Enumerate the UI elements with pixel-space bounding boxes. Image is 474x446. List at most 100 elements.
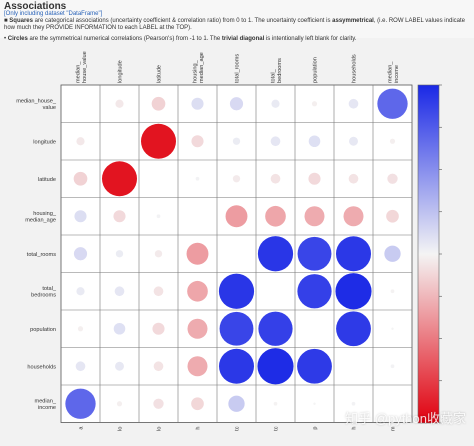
column-label-text: households [352, 54, 358, 83]
column-label-text: bedrooms [277, 58, 283, 83]
correlation-circle-households-housing_median_age [187, 356, 208, 377]
correlation-circle-total_bedrooms-housing_median_age [187, 280, 208, 302]
correlation-circle-latitude-households [348, 173, 359, 184]
column-label-text: median_age [199, 52, 205, 83]
squares-legend-text: ■ Squares are categorical associations (… [4, 18, 472, 32]
circles-description: are the symmetrical numerical correlatio… [27, 36, 222, 42]
report-header: Associations [Only including dataset "Da… [0, 0, 474, 42]
bottom-tick-label-median_income: m [391, 426, 397, 431]
row-label-total_bedrooms: total_bedrooms [31, 286, 57, 299]
circles-description-end: is intentionally left blank for clarity. [264, 36, 357, 42]
correlation-circle-total_bedrooms-total_rooms [218, 273, 255, 309]
diagonal-keyword: trivial diagonal [221, 36, 265, 42]
column-label-text: income [394, 65, 400, 83]
row-label-population: population [30, 327, 56, 333]
correlation-circle-longitude-total_rooms [232, 137, 241, 145]
bottom-tick-label-latitude: lo [157, 427, 163, 431]
correlation-circle-total_rooms-longitude [115, 250, 124, 258]
row-label-text: latitude [38, 177, 56, 183]
correlation-circle-longitude-housing_median_age [191, 135, 204, 148]
association-chart: median_ house_value longitude latitude housi… [0, 46, 474, 446]
correlation-circle-households-total_bedrooms [257, 348, 294, 385]
squares-keyword: Squares [9, 18, 33, 24]
column-label-text: housing_ [192, 59, 198, 83]
row-label-text: income [38, 405, 56, 411]
correlation-circle-households-latitude [153, 361, 164, 372]
axis-labels: median_ house_value longitude latitude housi… [16, 51, 400, 431]
correlation-circle-median_house_value-households [348, 98, 359, 109]
row-label-text: total_rooms [27, 252, 56, 258]
column-label-text: total_ [270, 68, 276, 83]
correlation-circle-total_rooms-median_income [384, 245, 401, 262]
bottom-tick-label-total_bedrooms: tc [274, 426, 280, 431]
row-label-households: households [27, 364, 56, 370]
correlation-circle-total_rooms-households [335, 236, 372, 272]
matrix-cells [65, 88, 408, 419]
correlation-circle-households-total_rooms [218, 348, 255, 384]
correlation-circle-latitude-total_bedrooms [270, 173, 281, 184]
bottom-tick-label-total_rooms: tc [235, 426, 241, 431]
correlation-circle-population-latitude [152, 322, 165, 335]
column-label-text: median_ [75, 61, 81, 83]
correlation-circle-latitude-housing_median_age [195, 176, 200, 181]
correlation-circle-households-median_house_value [75, 361, 86, 372]
bottom-tick-label-longitude: lo [118, 427, 124, 431]
page-title: Associations [4, 1, 67, 12]
dataset-subtitle: [Only including dataset "DataFrame"] [4, 11, 103, 17]
correlation-circle-latitude-median_house_value [73, 171, 88, 186]
column-label-housing_median_age: housing_ median_age [192, 52, 205, 83]
correlation-circle-median_house_value-population [311, 101, 318, 107]
correlation-circle-total_bedrooms-median_income [390, 289, 395, 294]
correlation-circle-latitude-population [308, 172, 321, 185]
row-label-housing_median_age: housing_median_age [25, 211, 57, 224]
correlation-circle-population-longitude [113, 322, 126, 335]
correlation-circle-latitude-longitude [101, 161, 138, 197]
correlation-circle-median_house_value-total_bedrooms [271, 99, 280, 108]
row-label-text: median_house_ [16, 99, 57, 105]
correlation-circle-median_income-households [351, 401, 356, 406]
correlation-circle-population-households [336, 311, 371, 347]
row-label-text: population [30, 327, 56, 333]
correlation-circle-longitude-latitude [140, 123, 177, 159]
correlation-circle-total_rooms-housing_median_age [186, 242, 209, 265]
squares-description-end: , (i.e. ROW LABEL values indicate how mu… [4, 18, 465, 31]
correlation-circle-total_bedrooms-longitude [114, 286, 125, 297]
correlation-circle-longitude-total_bedrooms [270, 136, 281, 147]
circles-keyword: Circles [7, 36, 28, 42]
column-label-longitude: longitude [118, 60, 124, 83]
correlation-circle-households-longitude [115, 361, 124, 371]
correlation-circle-median_house_value-housing_median_age [191, 97, 204, 110]
bottom-tick-label-housing_median_age: h [196, 427, 202, 430]
bottom-tick-label-population: p [313, 427, 319, 430]
circles-legend-text: • Circles are the symmetrical numerical … [4, 36, 472, 43]
correlation-circle-housing_median_age-total_rooms [225, 205, 248, 228]
correlation-circle-population-housing_median_age [187, 318, 208, 339]
correlation-circle-housing_median_age-households [343, 206, 364, 227]
correlation-circle-housing_median_age-median_house_value [74, 210, 87, 223]
correlation-circle-total_rooms-latitude [154, 250, 163, 258]
correlation-circle-households-median_income [390, 364, 395, 369]
column-label-total_rooms: total_rooms [235, 54, 241, 83]
circle-bullet: • [4, 36, 7, 42]
bottom-tick-label-median_house_value: a [79, 426, 85, 430]
correlation-circle-total_bedrooms-latitude [153, 286, 164, 297]
correlation-circle-population-total_bedrooms [258, 311, 293, 346]
column-label-text: total_rooms [235, 54, 241, 83]
row-label-median_house_value: median_house_value [16, 99, 57, 112]
column-label-households: households [352, 54, 358, 83]
correlation-circle-longitude-median_house_value [76, 137, 85, 146]
correlation-circle-median_income-total_rooms [228, 395, 245, 412]
correlation-circle-housing_median_age-longitude [113, 210, 126, 223]
row-label-longitude: longitude [33, 139, 56, 145]
watermark-text: 知乎 @python收藏家 [345, 411, 466, 426]
correlation-circle-total_rooms-total_bedrooms [257, 236, 294, 272]
column-label-median_house_value: median_ house_value [75, 51, 88, 83]
column-label-latitude: latitude [157, 65, 163, 83]
correlation-circle-longitude-population [308, 135, 321, 148]
column-label-total_bedrooms: total_ bedrooms [270, 58, 283, 83]
column-label-text: median_ [387, 61, 393, 83]
row-label-text: total_ [42, 286, 57, 292]
colorbar-gradient [417, 84, 440, 424]
row-label-median_income: median_income [35, 399, 57, 412]
correlation-circle-median_house_value-median_income [377, 88, 408, 119]
